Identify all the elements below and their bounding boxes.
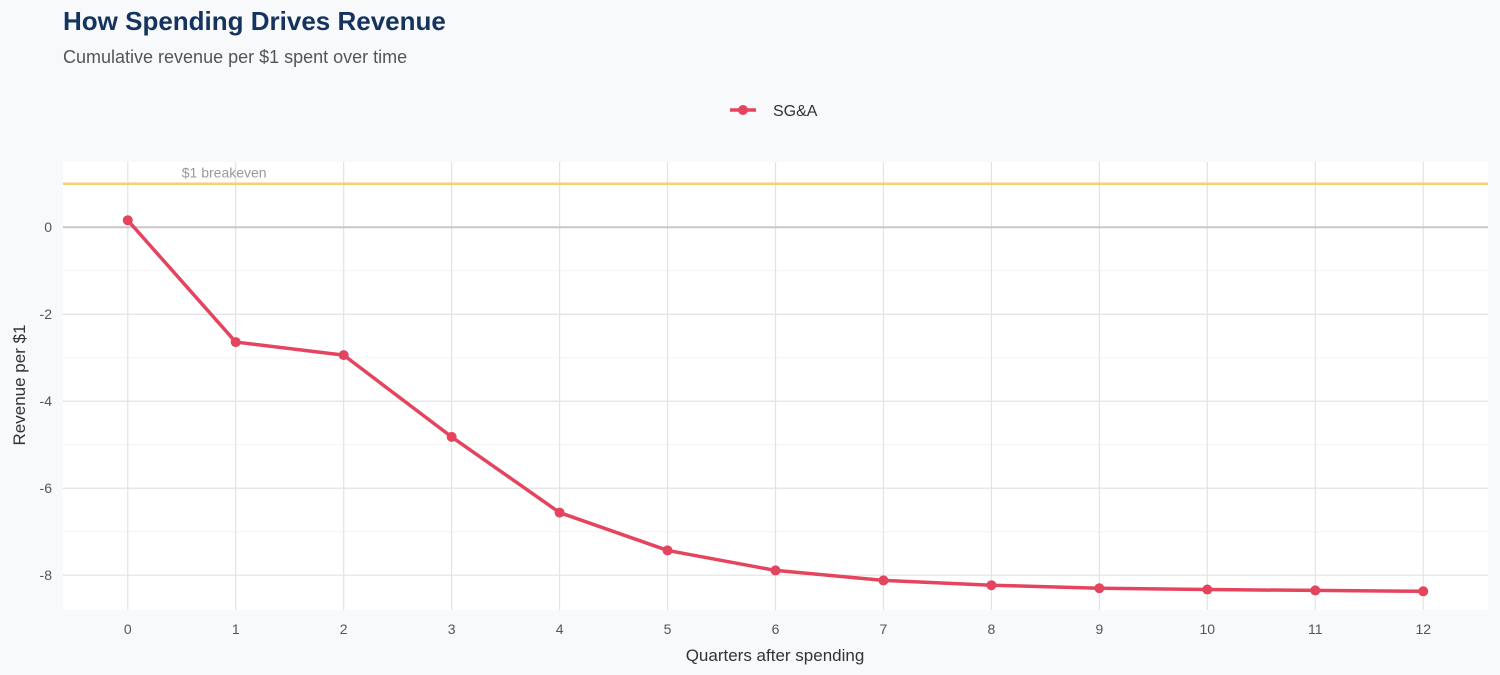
legend: SG&A [730,103,818,120]
y-tick-label: -4 [40,393,53,409]
x-tick-label: 11 [1308,621,1323,637]
y-tick-label: -8 [40,567,53,583]
x-tick-label: 12 [1415,621,1431,637]
data-point [554,507,565,518]
x-tick-label: 4 [556,621,564,637]
data-point [770,565,781,576]
x-axis-label: Quarters after spending [686,646,865,665]
x-tick-label: 5 [664,621,672,637]
data-point [1094,583,1105,594]
y-axis-label: Revenue per $1 [10,325,29,446]
y-tick-label: 0 [44,219,52,235]
legend-label: SG&A [773,103,818,120]
data-point [986,580,997,591]
data-point [230,337,241,348]
data-point [122,215,133,226]
x-tick-label: 7 [880,621,888,637]
x-tick-label: 9 [1095,621,1103,637]
chart-subtitle: Cumulative revenue per $1 spent over tim… [63,47,408,67]
x-tick-label: 2 [340,621,348,637]
x-tick-label: 6 [772,621,780,637]
chart-title: How Spending Drives Revenue [63,6,446,36]
y-tick-label: -2 [40,306,53,322]
breakeven-label: $1 breakeven [182,165,267,181]
legend-marker [738,105,748,115]
data-point [662,545,673,556]
y-tick-label: -6 [40,480,53,496]
x-tick-label: 10 [1200,621,1216,637]
x-tick-label: 8 [988,621,996,637]
x-tick-label: 1 [232,621,240,637]
data-point [1310,585,1321,596]
data-point [1418,586,1429,597]
data-point [1202,584,1213,595]
data-point [338,350,349,361]
data-point [446,431,457,442]
x-tick-label: 3 [448,621,456,637]
data-point [878,575,889,586]
x-tick-label: 0 [124,621,132,637]
